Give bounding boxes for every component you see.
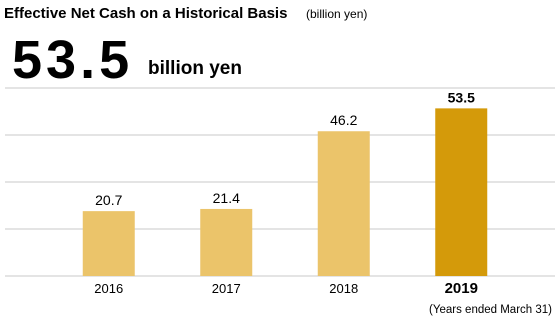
x-tick-label: 2016 xyxy=(94,281,123,296)
value-label: 53.5 xyxy=(448,89,475,105)
bar xyxy=(200,208,253,276)
value-label: 21.4 xyxy=(213,190,240,206)
chart-subtitle: (billion yen) xyxy=(306,7,367,21)
headline-value: 53.5 xyxy=(12,30,133,90)
bar xyxy=(435,108,488,276)
chart-title: Effective Net Cash on a Historical Basis xyxy=(4,5,287,22)
value-label: 20.7 xyxy=(95,192,122,208)
x-tick-label: 2019 xyxy=(445,280,478,297)
x-tick-label: 2018 xyxy=(329,281,358,296)
bar xyxy=(317,131,370,276)
value-label: 46.2 xyxy=(330,112,357,128)
x-tick-label: 2017 xyxy=(212,281,241,296)
bar xyxy=(82,211,135,276)
footnote: (Years ended March 31) xyxy=(429,304,552,316)
headline-unit: billion yen xyxy=(148,58,242,79)
